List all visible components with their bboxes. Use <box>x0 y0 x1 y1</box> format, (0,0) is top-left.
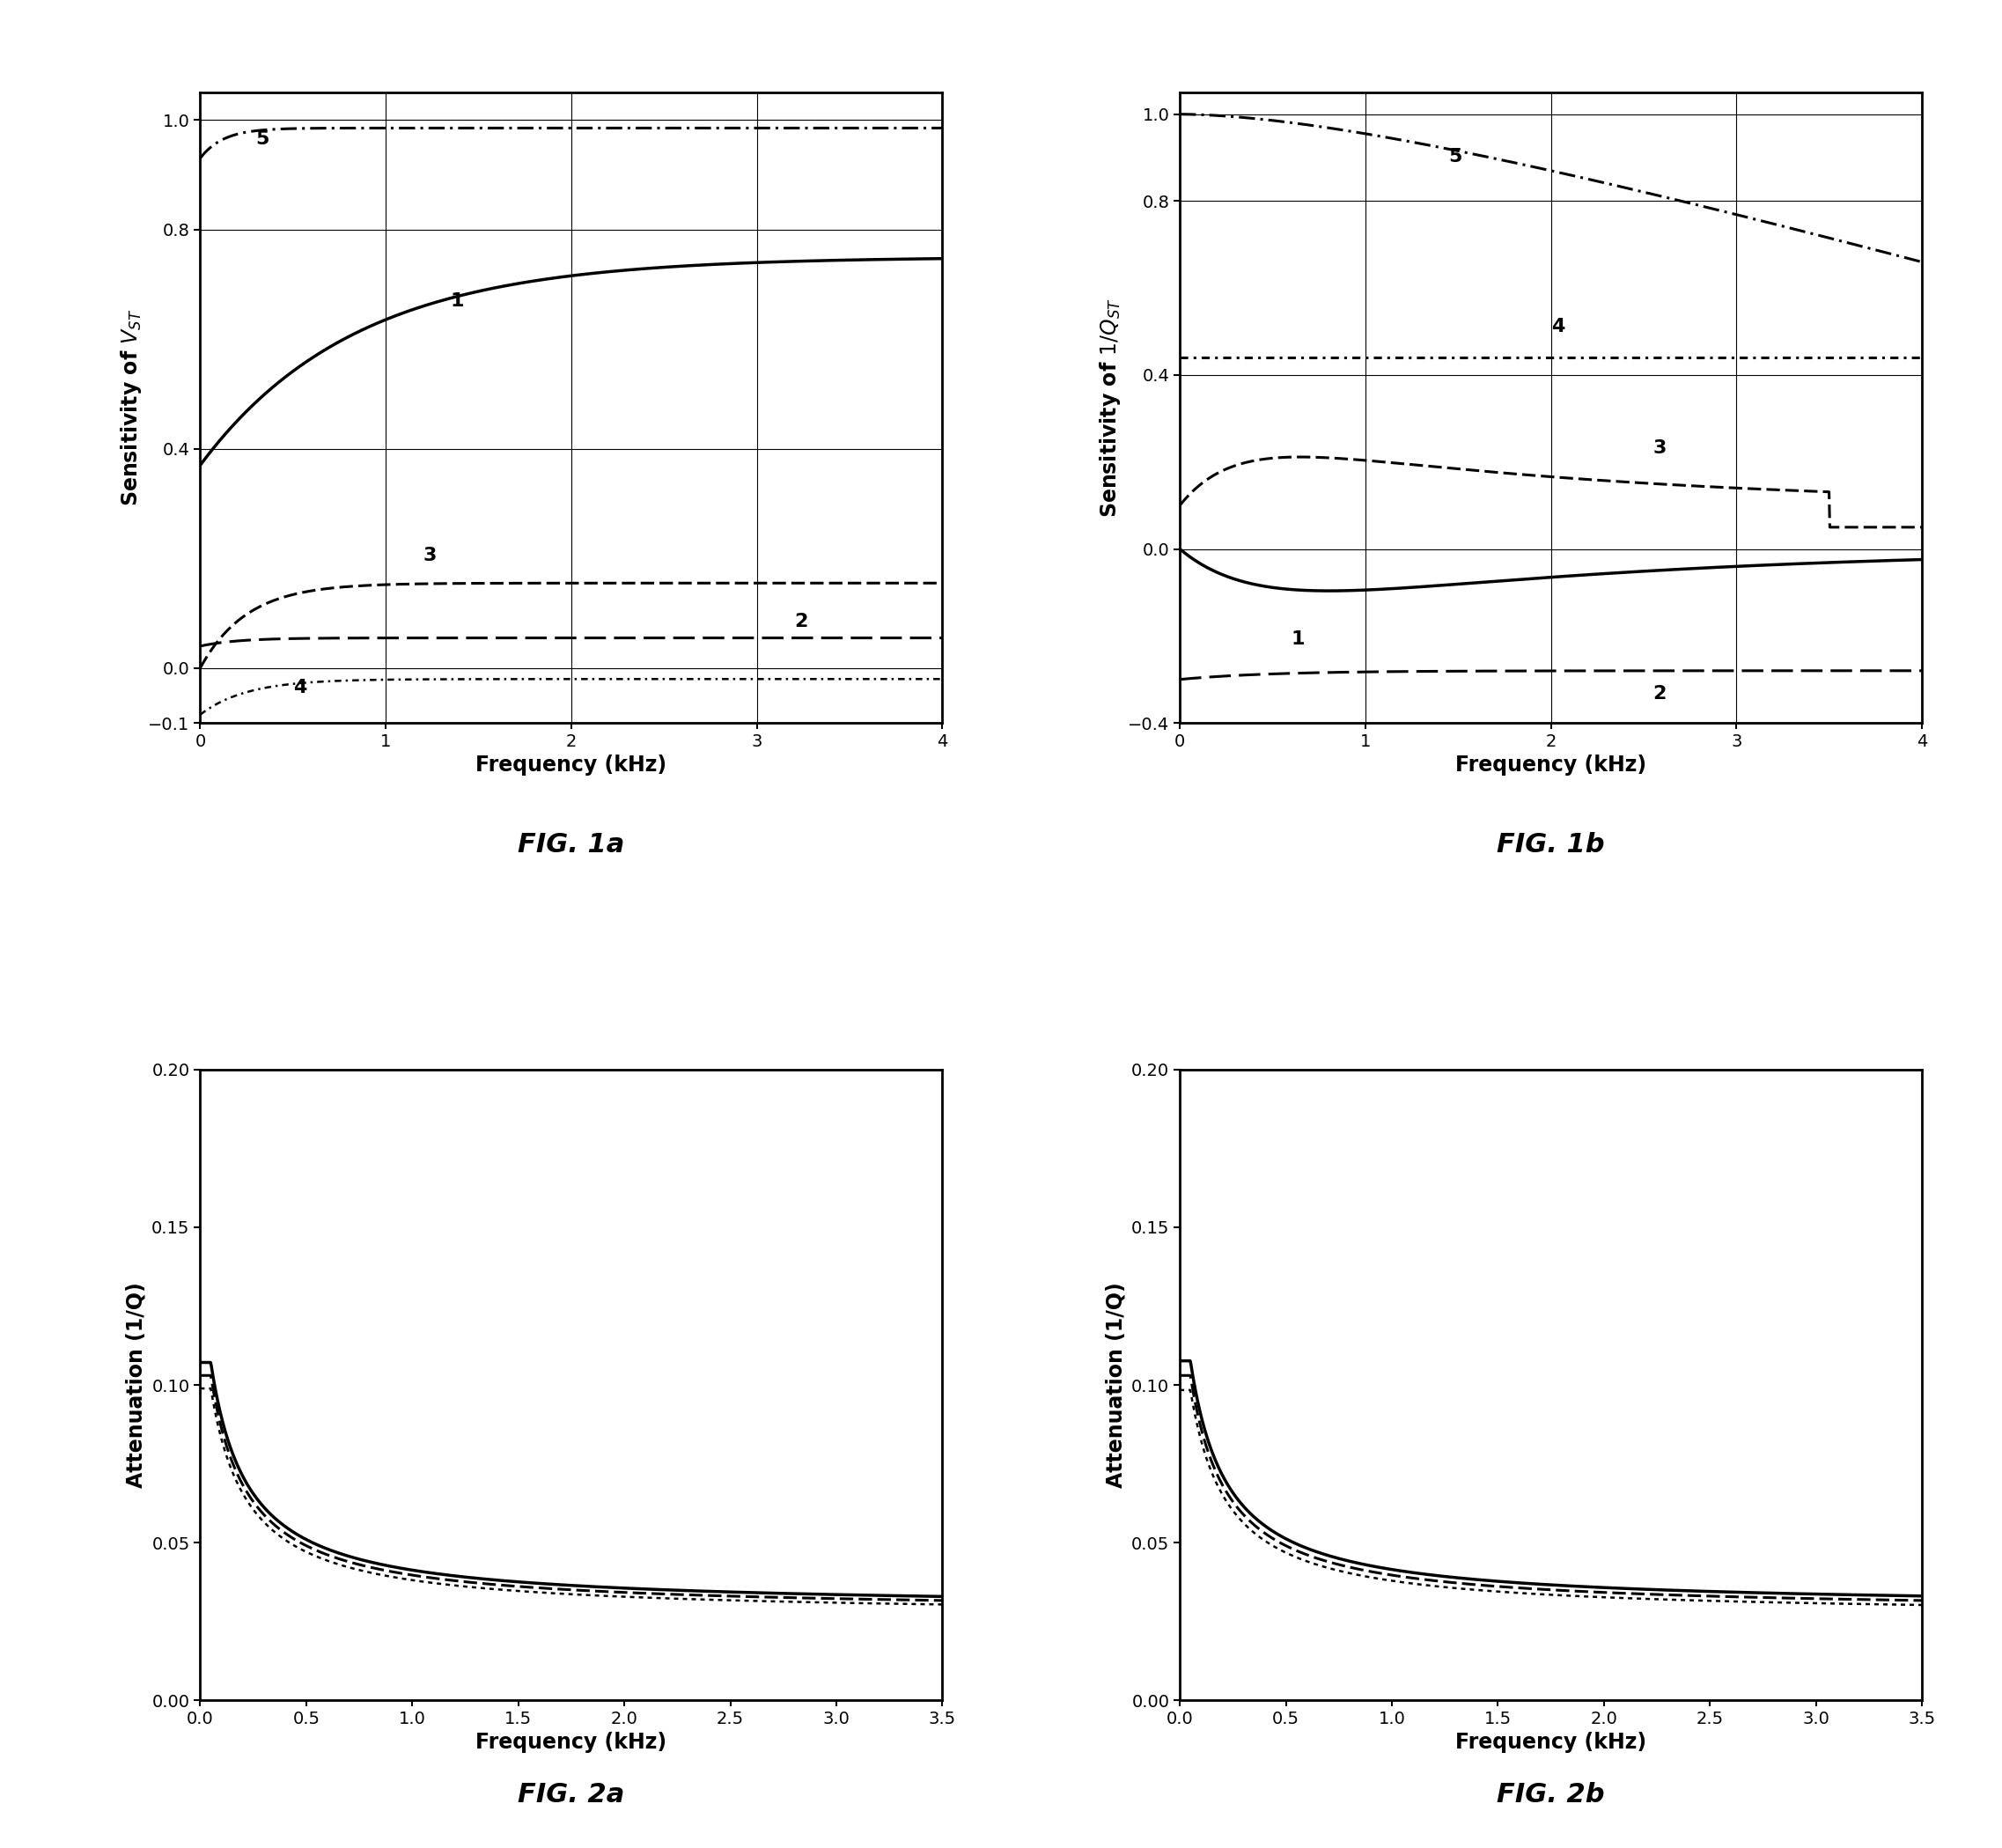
Text: 4: 4 <box>1552 318 1564 334</box>
Text: 5: 5 <box>256 131 270 148</box>
Text: FIG. 1b: FIG. 1b <box>1497 832 1606 857</box>
Y-axis label: Attenuation (1/Q): Attenuation (1/Q) <box>1105 1283 1127 1488</box>
Text: 1: 1 <box>450 292 464 310</box>
Text: 2: 2 <box>795 614 807 630</box>
Y-axis label: Sensitivity of $V_{ST}$: Sensitivity of $V_{ST}$ <box>118 309 144 506</box>
Text: FIG. 1a: FIG. 1a <box>519 832 625 857</box>
Text: FIG. 2b: FIG. 2b <box>1497 1781 1606 1807</box>
Y-axis label: Sensitivity of $1/Q_{ST}$: Sensitivity of $1/Q_{ST}$ <box>1099 298 1123 517</box>
Text: 4: 4 <box>292 678 306 697</box>
Text: 3: 3 <box>422 547 436 565</box>
Text: FIG. 2a: FIG. 2a <box>519 1781 625 1807</box>
X-axis label: Frequency (kHz): Frequency (kHz) <box>1455 754 1646 776</box>
Text: 1: 1 <box>1291 630 1305 649</box>
Text: 2: 2 <box>1654 686 1666 702</box>
Text: 5: 5 <box>1449 148 1461 166</box>
X-axis label: Frequency (kHz): Frequency (kHz) <box>476 1732 667 1754</box>
Y-axis label: Attenuation (1/Q): Attenuation (1/Q) <box>126 1283 146 1488</box>
X-axis label: Frequency (kHz): Frequency (kHz) <box>476 754 667 776</box>
X-axis label: Frequency (kHz): Frequency (kHz) <box>1455 1732 1646 1754</box>
Text: 3: 3 <box>1654 440 1666 456</box>
